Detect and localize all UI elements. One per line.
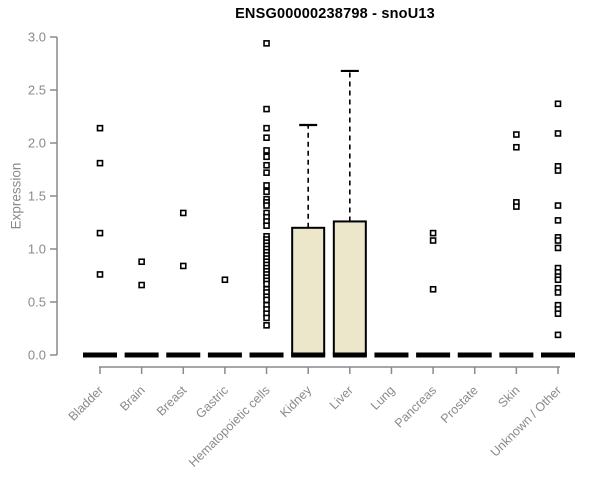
outlier-point	[96, 124, 104, 132]
outlier-point	[138, 258, 145, 266]
outlier-point	[263, 147, 270, 154]
outlier-point	[554, 202, 562, 209]
outlier-point	[263, 161, 270, 169]
x-tick-label: Gastric	[193, 383, 231, 421]
y-tick-label: 3.0	[28, 30, 46, 45]
outlier-point	[179, 209, 187, 217]
x-tick-label: Breast	[154, 383, 190, 419]
box-rect	[332, 220, 367, 356]
outlier-point	[263, 153, 270, 161]
outlier-point	[554, 289, 562, 296]
y-tick-label: 2.0	[28, 136, 46, 151]
median-line	[291, 352, 326, 358]
box-hematopoietic-cells	[249, 352, 284, 358]
x-tick-label: Pancreas	[392, 383, 439, 430]
y-tick-label: 0.5	[28, 295, 46, 310]
x-tick-label: Kidney	[277, 383, 314, 420]
outlier-point	[263, 296, 270, 304]
outlier-point	[513, 131, 520, 138]
outlier-point	[263, 40, 270, 47]
box-rect	[291, 226, 326, 356]
box-liver	[332, 69, 367, 358]
outlier-point	[263, 314, 270, 322]
x-tick-label: Lung	[368, 383, 398, 413]
median-line	[124, 352, 159, 358]
outlier-point	[138, 281, 145, 289]
y-tick-label: 0.0	[28, 348, 46, 363]
median-line	[541, 352, 575, 358]
outlier-point	[554, 331, 562, 339]
box-unknown-other	[541, 352, 575, 358]
box-lung	[374, 352, 409, 358]
y-tick-label: 1.0	[28, 242, 46, 257]
outlier-point	[554, 100, 562, 108]
outlier-point	[263, 182, 270, 189]
median-line	[416, 352, 451, 358]
outlier-point	[429, 237, 437, 244]
outlier-point	[263, 105, 270, 113]
outlier-point	[554, 167, 562, 174]
box-kidney	[291, 123, 326, 358]
median-line	[83, 352, 117, 358]
median-line	[166, 352, 201, 358]
box-pancreas	[416, 352, 451, 358]
outlier-point	[554, 276, 562, 284]
box-bladder	[83, 352, 117, 358]
y-tick-label: 1.5	[28, 189, 46, 204]
outlier-point	[263, 134, 270, 141]
box-brain	[124, 352, 159, 358]
median-line	[499, 352, 534, 358]
outlier-point	[429, 229, 437, 237]
median-line	[207, 352, 242, 358]
median-line	[374, 352, 409, 358]
outlier-point	[554, 244, 562, 252]
outlier-point	[263, 280, 270, 288]
median-line	[332, 352, 367, 358]
outlier-point	[554, 237, 562, 244]
outlier-point	[96, 229, 104, 237]
outlier-point	[513, 203, 520, 210]
x-tick-label: Unknown / Other	[488, 383, 564, 459]
outlier-point	[263, 169, 270, 176]
outlier-point	[263, 188, 270, 196]
x-tick-label: Prostate	[438, 383, 481, 426]
outlier-point	[554, 130, 562, 137]
box-gastric	[207, 352, 242, 358]
x-tick-label: Bladder	[66, 383, 106, 423]
outlier-point	[554, 217, 562, 224]
box-skin	[499, 352, 534, 358]
x-tick-label: Hematopoietic cells	[186, 383, 273, 470]
outlier-point	[179, 262, 187, 270]
outlier-point	[96, 159, 104, 167]
outlier-point	[513, 143, 520, 151]
outlier-point	[96, 271, 104, 278]
y-tick-label: 2.5	[28, 83, 46, 98]
outlier-point	[263, 222, 270, 229]
box-breast	[166, 352, 201, 358]
outlier-point	[554, 310, 562, 317]
x-tick-label: Brain	[117, 383, 148, 414]
median-line	[249, 352, 284, 358]
x-tick-label: Skin	[495, 383, 522, 410]
outlier-point	[263, 322, 270, 329]
outlier-point	[221, 276, 229, 284]
x-tick-label: Liver	[327, 383, 356, 412]
outlier-point	[263, 124, 270, 132]
median-line	[457, 352, 492, 358]
box-prostate	[457, 352, 492, 358]
outlier-point	[263, 202, 270, 209]
outlier-point	[429, 285, 437, 293]
chart-title: ENSG00000238798 - snoU13	[235, 6, 435, 22]
